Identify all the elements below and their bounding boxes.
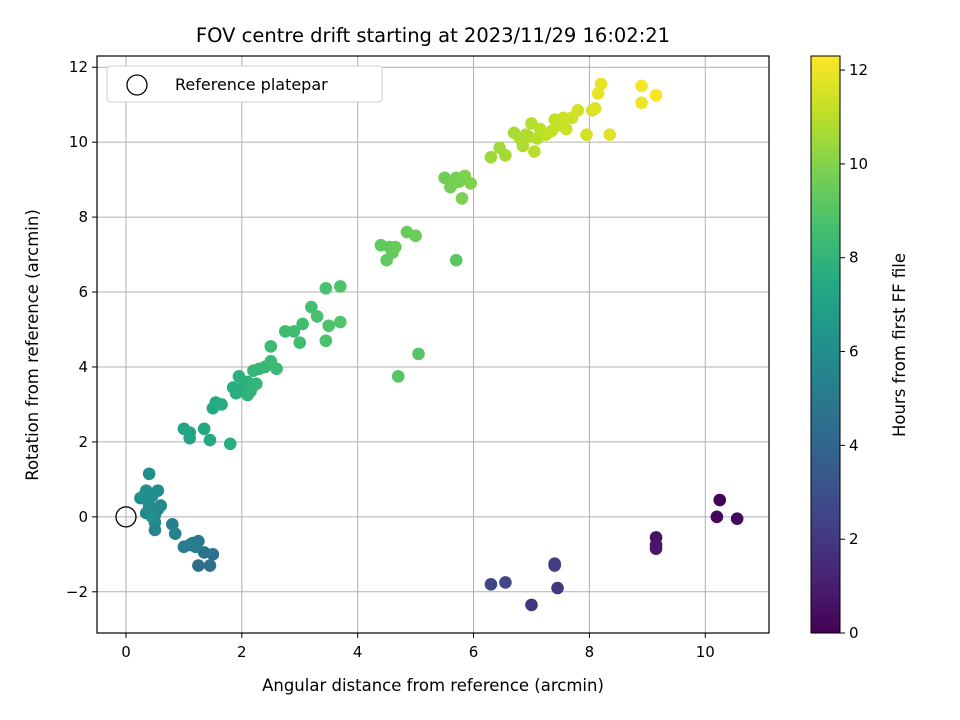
data-point bbox=[571, 104, 585, 117]
data-point bbox=[603, 128, 616, 141]
data-point bbox=[296, 317, 309, 331]
colorbar bbox=[810, 55, 841, 634]
data-point bbox=[197, 422, 211, 436]
x-axis-label: Angular distance from reference (arcmin) bbox=[262, 676, 604, 695]
data-point bbox=[713, 493, 727, 507]
data-point bbox=[215, 398, 228, 411]
data-point bbox=[484, 150, 498, 164]
data-point bbox=[183, 538, 196, 552]
data-point bbox=[409, 229, 422, 243]
data-point bbox=[183, 426, 196, 439]
legend-box bbox=[106, 65, 383, 103]
data-point bbox=[594, 77, 608, 91]
data-point bbox=[588, 102, 602, 115]
reference-platepar-marker bbox=[115, 506, 137, 528]
data-point bbox=[203, 433, 217, 447]
x-tick-label: 4 bbox=[353, 643, 363, 661]
data-point bbox=[635, 79, 648, 93]
data-point bbox=[319, 334, 333, 348]
data-point bbox=[455, 192, 469, 205]
x-axis-ticks: 0 2 4 6 8 10 bbox=[121, 633, 715, 661]
colorbar-tick-label: 10 bbox=[849, 155, 868, 173]
chart-title: FOV centre drift starting at 2023/11/29 … bbox=[196, 24, 670, 47]
grid bbox=[97, 56, 769, 633]
data-point bbox=[334, 315, 347, 329]
data-point bbox=[142, 467, 156, 481]
data-point bbox=[391, 370, 405, 383]
y-tick-label: 0 bbox=[78, 508, 88, 526]
y-axis-ticks: −2 0 2 4 6 8 10 12 bbox=[66, 58, 97, 601]
data-points bbox=[134, 77, 744, 612]
data-point bbox=[449, 253, 463, 267]
data-point bbox=[154, 499, 168, 512]
colorbar-tick-label: 6 bbox=[849, 343, 859, 361]
colorbar-tick-label: 0 bbox=[849, 624, 859, 642]
data-point bbox=[389, 240, 402, 254]
plot-frame bbox=[96, 55, 770, 634]
colorbar-tick-label: 2 bbox=[849, 530, 859, 548]
data-point bbox=[250, 377, 263, 391]
data-point bbox=[516, 139, 530, 153]
y-tick-label: 4 bbox=[78, 358, 88, 376]
data-point bbox=[305, 300, 318, 314]
data-point bbox=[649, 89, 663, 102]
data-point bbox=[525, 598, 538, 612]
data-point bbox=[145, 510, 159, 524]
y-tick-label: 6 bbox=[78, 283, 88, 301]
colorbar-tick-label: 4 bbox=[849, 436, 859, 454]
colorbar-tick-label: 8 bbox=[849, 249, 859, 267]
data-point bbox=[322, 319, 336, 333]
y-tick-label: 12 bbox=[69, 58, 88, 76]
y-tick-label: −2 bbox=[66, 583, 88, 601]
y-tick-label: 8 bbox=[78, 208, 88, 226]
colorbar-ticks: 0 2 4 6 8 10 12 bbox=[840, 61, 868, 642]
data-point bbox=[278, 325, 292, 338]
data-point bbox=[293, 336, 307, 349]
y-tick-label: 2 bbox=[78, 433, 88, 451]
colorbar-tick-label: 12 bbox=[849, 61, 868, 79]
data-point bbox=[635, 96, 648, 110]
data-point bbox=[270, 362, 283, 376]
data-point bbox=[484, 577, 498, 591]
data-point bbox=[649, 542, 663, 555]
colorbar-label: Hours from first FF file bbox=[890, 253, 909, 437]
data-point bbox=[151, 484, 165, 497]
x-tick-label: 2 bbox=[237, 643, 247, 661]
data-point bbox=[334, 280, 347, 293]
data-point bbox=[710, 510, 724, 524]
x-tick-label: 6 bbox=[469, 643, 479, 661]
legend-marker-reference bbox=[126, 74, 148, 96]
data-point bbox=[580, 128, 593, 141]
data-point bbox=[730, 512, 744, 526]
data-point bbox=[551, 581, 564, 595]
data-point bbox=[559, 122, 573, 136]
data-point bbox=[137, 489, 150, 503]
data-point bbox=[499, 148, 512, 162]
legend: Reference platepar bbox=[106, 65, 383, 103]
reference-marker-layer bbox=[115, 506, 137, 528]
data-point bbox=[223, 437, 237, 451]
data-point bbox=[528, 145, 541, 158]
x-tick-label: 0 bbox=[121, 643, 131, 661]
y-axis-label: Rotation from reference (arcmin) bbox=[23, 209, 42, 481]
data-point bbox=[557, 111, 570, 125]
data-point bbox=[168, 527, 182, 541]
data-point bbox=[264, 340, 278, 353]
data-point bbox=[310, 310, 324, 323]
data-point bbox=[287, 325, 301, 338]
data-point bbox=[203, 559, 217, 572]
data-point bbox=[192, 559, 205, 572]
data-point bbox=[412, 347, 425, 361]
data-point bbox=[464, 177, 477, 190]
x-tick-label: 8 bbox=[585, 643, 595, 661]
data-point bbox=[499, 576, 512, 589]
legend-label-reference: Reference platepar bbox=[175, 75, 328, 94]
x-tick-label: 10 bbox=[696, 643, 715, 661]
y-tick-label: 10 bbox=[69, 133, 88, 151]
data-point bbox=[319, 281, 333, 295]
data-point bbox=[548, 559, 561, 572]
